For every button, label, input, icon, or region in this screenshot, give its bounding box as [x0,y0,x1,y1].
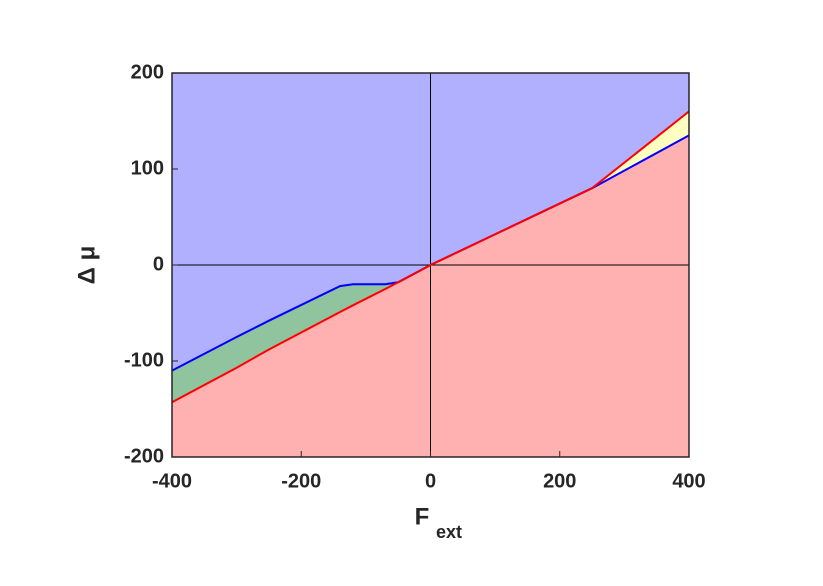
y-tick-label: -200 [124,445,164,467]
x-tick-label: -200 [281,470,321,492]
region-between [172,337,237,403]
x-axis-label: F [415,503,430,530]
series-line [171,110,690,404]
y-tick-label: 0 [153,253,164,275]
y-tick-label: 200 [131,61,164,83]
region-between [268,286,341,350]
y-tick-label: 100 [131,157,164,179]
y-axis-label: Δ μ [73,246,100,285]
x-axis-label-subscript: ext [436,522,462,542]
region-between [340,284,353,313]
x-tick-label: 0 [425,470,436,492]
y-tick-label: -100 [124,349,164,371]
x-tick-label: 400 [672,470,705,492]
x-tick-label: -400 [152,470,192,492]
region-between [236,320,269,368]
x-tick-label: 200 [543,470,576,492]
region-between [352,284,386,306]
